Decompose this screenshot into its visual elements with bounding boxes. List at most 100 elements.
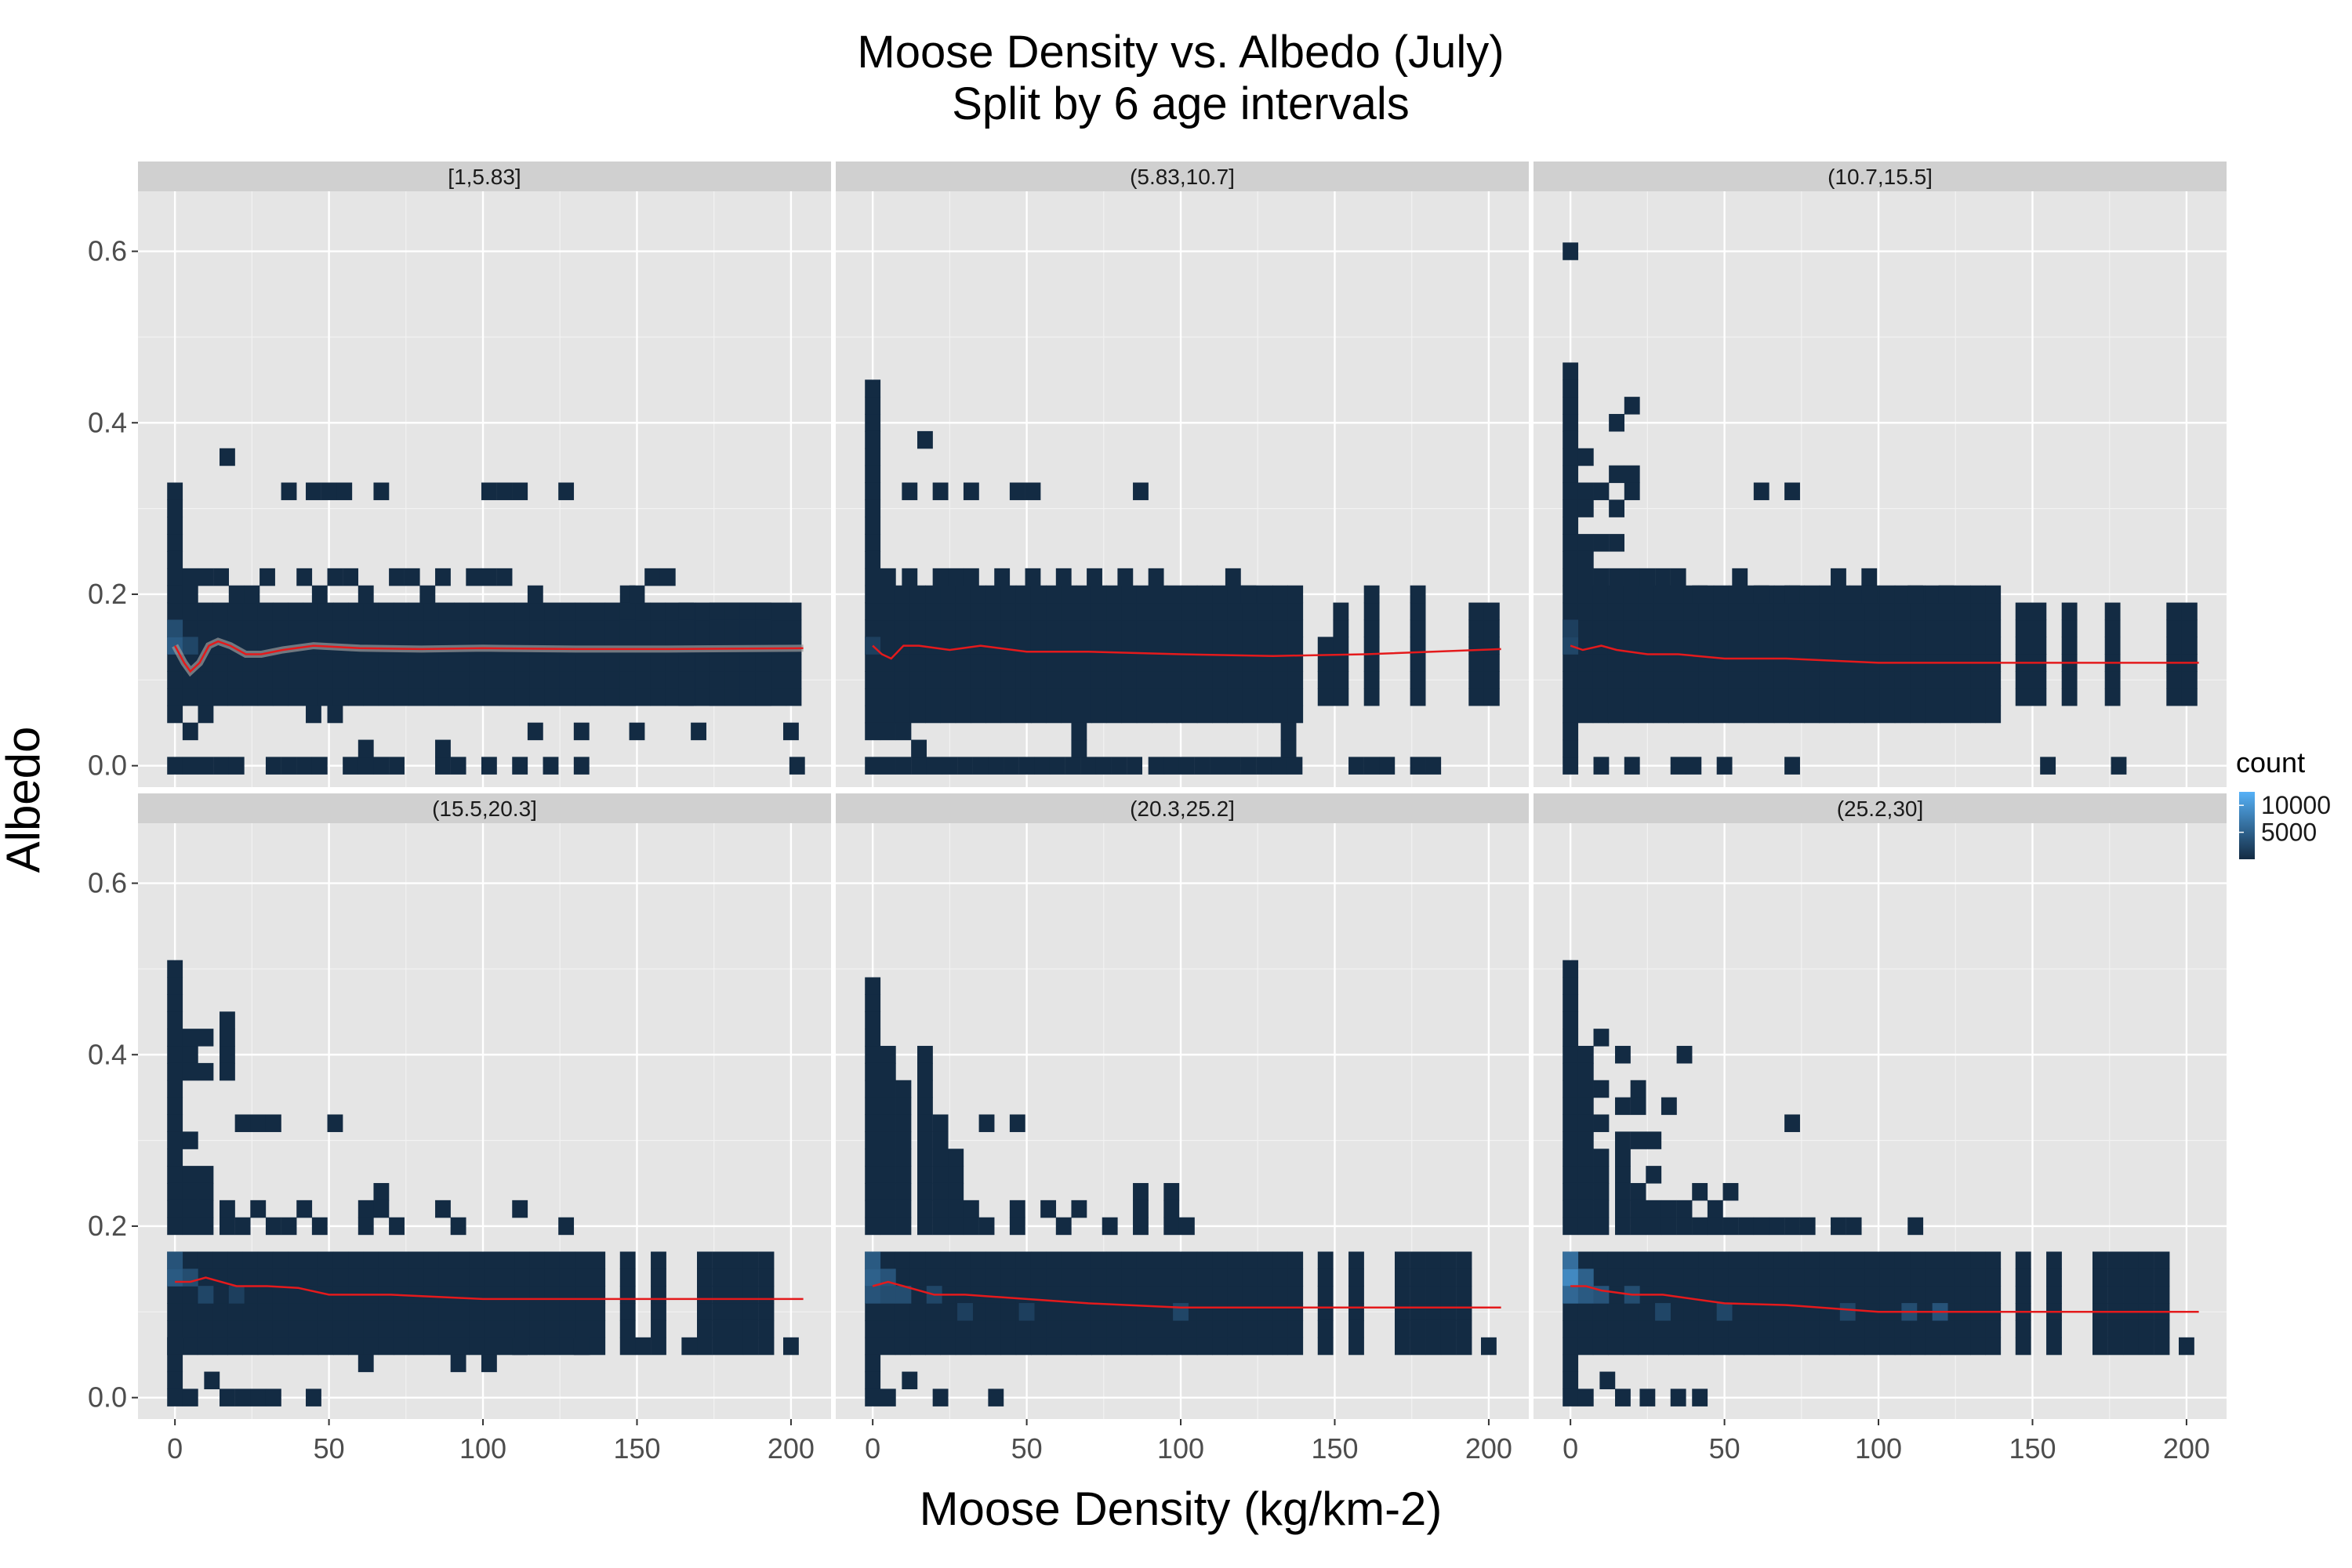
heatmap-bin <box>408 688 425 706</box>
heatmap-bin <box>1152 671 1167 689</box>
heatmap-bin <box>1227 1251 1243 1269</box>
heatmap-bin <box>925 619 942 637</box>
facet-panel: (10.7,15.5] <box>1534 162 2227 787</box>
heatmap-bin <box>1819 1319 1835 1338</box>
heatmap-bin <box>865 534 881 552</box>
heatmap-bin <box>2123 1251 2140 1269</box>
heatmap-bin <box>1152 688 1167 706</box>
heatmap-bin <box>1121 637 1138 655</box>
heatmap-bin <box>978 1114 995 1132</box>
heatmap-bin <box>1593 534 1610 552</box>
heatmap-bin <box>1940 671 1956 689</box>
heatmap-bin <box>728 1251 744 1269</box>
heatmap-bin <box>1653 585 1669 604</box>
heatmap-bin <box>948 1217 964 1236</box>
heatmap-bin <box>389 757 405 775</box>
heatmap-bin <box>257 1251 274 1269</box>
heatmap-bin <box>575 1269 590 1287</box>
heatmap-bin <box>955 1251 971 1269</box>
heatmap-bin <box>198 1182 214 1201</box>
heatmap-bin <box>1784 1114 1800 1132</box>
heatmap-bin <box>970 585 986 604</box>
heatmap-bin <box>499 602 515 621</box>
heatmap-bin <box>1804 671 1820 689</box>
heatmap-bin <box>438 1303 455 1321</box>
heatmap-bin <box>358 739 374 758</box>
heatmap-bin <box>1592 1303 1609 1321</box>
heatmap-bin <box>1804 602 1820 621</box>
heatmap-bin <box>909 688 926 706</box>
heatmap-bin <box>1593 1200 1610 1218</box>
heatmap-bin <box>1894 1269 1911 1287</box>
heatmap-bin <box>281 482 297 500</box>
heatmap-bin <box>332 671 349 689</box>
heatmap-bin <box>1410 1269 1426 1287</box>
heatmap-bin <box>242 1337 259 1356</box>
y-tick-label: 0.4 <box>88 406 127 438</box>
heatmap-bin <box>1287 757 1303 775</box>
heatmap-bin <box>925 1303 942 1321</box>
heatmap-bin <box>1563 379 1579 397</box>
heatmap-bin <box>1925 1269 1941 1287</box>
heatmap-bin <box>695 688 711 706</box>
heatmap-bin <box>1849 637 1865 655</box>
heatmap-bin <box>1955 602 1971 621</box>
heatmap-bin <box>1834 1319 1850 1338</box>
heatmap-bin <box>739 671 756 689</box>
heatmap-bin <box>1091 619 1107 637</box>
heatmap-bin <box>940 671 956 689</box>
heatmap-bin <box>1076 602 1092 621</box>
heatmap-bin <box>1287 637 1304 655</box>
heatmap-bin <box>182 688 198 706</box>
heatmap-bin <box>1970 671 1986 689</box>
heatmap-bin <box>1196 619 1213 637</box>
heatmap-bin <box>1280 739 1297 758</box>
heatmap-bin <box>865 1217 881 1236</box>
heatmap-bin <box>1577 705 1594 724</box>
y-tick-label: 0.6 <box>88 235 127 267</box>
heatmap-bin <box>865 1354 881 1373</box>
heatmap-bin <box>2123 1286 2140 1304</box>
heatmap-bin <box>1091 1319 1107 1338</box>
heatmap-bin <box>865 414 881 432</box>
heatmap-bin <box>435 1200 451 1218</box>
heatmap-bin <box>917 1149 933 1167</box>
heatmap-bin <box>1592 654 1609 672</box>
heatmap-bin <box>1788 637 1805 655</box>
heatmap-bin <box>220 1029 235 1047</box>
heatmap-bin <box>1000 1337 1017 1356</box>
heatmap-bin <box>1091 688 1107 706</box>
heatmap-bin <box>1639 568 1656 586</box>
heatmap-bin <box>167 482 183 500</box>
heatmap-bin <box>755 688 771 706</box>
heatmap-bin <box>1242 1286 1258 1304</box>
heatmap-bin <box>438 671 455 689</box>
heatmap-bin <box>1607 705 1624 724</box>
heatmap-bin <box>1925 1319 1941 1338</box>
heatmap-bin <box>1015 671 1032 689</box>
heatmap-bin <box>1468 688 1485 706</box>
heatmap-bin <box>1804 1251 1820 1269</box>
heatmap-bin <box>1363 637 1380 655</box>
heatmap-bin <box>1630 1182 1646 1201</box>
heatmap-bin <box>1864 1337 1881 1356</box>
heatmap-bin <box>1728 1269 1744 1287</box>
heatmap-bin <box>619 1286 636 1304</box>
heatmap-bin <box>1015 1251 1032 1269</box>
heatmap-bin <box>1638 1337 1654 1356</box>
heatmap-bin <box>544 688 561 706</box>
heatmap-bin <box>880 757 896 775</box>
heatmap-bin <box>917 430 933 449</box>
heatmap-bin <box>1925 1337 1941 1356</box>
heatmap-bin <box>709 619 725 637</box>
heatmap-bin <box>1849 585 1865 604</box>
heatmap-bin <box>1167 585 1183 604</box>
heatmap-bin <box>963 1200 979 1218</box>
heatmap-bin <box>865 1131 881 1149</box>
heatmap-bin <box>1970 1286 1986 1304</box>
heatmap-bin <box>651 1319 666 1338</box>
heatmap-bin <box>1593 1080 1610 1098</box>
heatmap-bin <box>182 1029 198 1047</box>
heatmap-bin <box>1563 1149 1579 1167</box>
heatmap-bin <box>1152 705 1167 724</box>
